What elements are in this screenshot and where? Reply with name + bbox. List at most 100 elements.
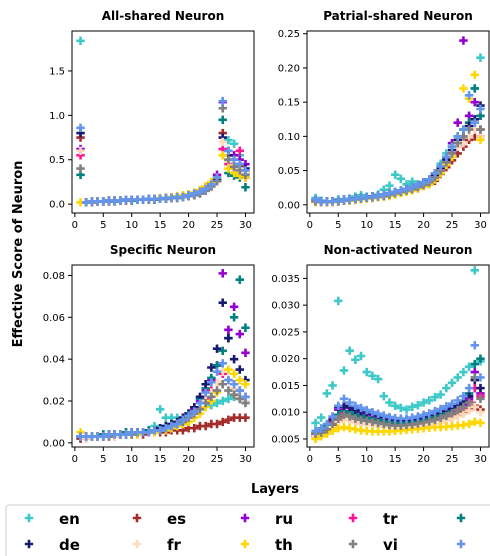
legend-label: th	[275, 536, 293, 554]
data-point-es	[190, 423, 199, 433]
data-point-pt	[373, 409, 383, 419]
legend-item-es: es	[132, 510, 186, 528]
data-point-pt	[402, 184, 411, 194]
legend-item-de: de	[24, 536, 80, 554]
data-point-pt	[201, 184, 210, 194]
data-point-pt	[476, 373, 485, 382]
x-tick-label: 5	[100, 220, 106, 231]
data-point-pt	[425, 175, 434, 184]
x-tick-label: 10	[125, 220, 138, 231]
data-point-en	[212, 398, 222, 408]
data-point-en	[322, 389, 332, 398]
data-point-pt	[328, 412, 337, 421]
subplot-title: All-shared Neuron	[102, 9, 225, 23]
x-tick-label: 10	[360, 454, 373, 465]
legend-label: tr	[383, 510, 398, 528]
x-tick-label: 15	[389, 454, 402, 465]
data-point-fr	[76, 146, 85, 156]
legend: en es ru tr zh de fr th vi pt	[5, 504, 490, 556]
y-tick-label: 0.06	[43, 313, 65, 324]
data-point-vi	[235, 394, 244, 404]
x-tick-label: 10	[125, 454, 138, 465]
data-point-vi	[76, 164, 85, 173]
data-point-pt	[144, 428, 153, 437]
x-tick-label: 25	[211, 220, 224, 231]
data-point-pt	[447, 142, 457, 151]
y-tick-label: 0.25	[278, 29, 300, 40]
x-tick-label: 15	[154, 454, 167, 465]
data-point-zh	[235, 275, 244, 284]
data-point-en	[351, 355, 360, 364]
legend-label: en	[59, 510, 80, 528]
data-point-ru	[218, 269, 227, 278]
data-point-vi	[345, 412, 354, 421]
x-tick-label: 30	[239, 454, 252, 465]
data-point-pt	[311, 426, 320, 436]
data-point-pt	[470, 118, 479, 127]
data-point-pt	[235, 386, 244, 395]
data-point-en	[368, 371, 377, 381]
x-tick-label: 30	[239, 220, 252, 231]
legend-label: de	[59, 536, 80, 554]
data-point-pt	[195, 398, 205, 408]
data-point-ru	[459, 36, 468, 45]
x-tick-label: 15	[389, 220, 402, 231]
y-tick-label: 0.02	[43, 396, 65, 407]
data-point-pt	[121, 430, 131, 439]
legend-marker	[24, 539, 34, 549]
x-tick-label: 5	[335, 220, 341, 231]
data-point-pt	[362, 405, 371, 415]
data-point-de	[207, 363, 216, 372]
data-point-zh	[476, 354, 485, 363]
subplot-title: Non-activated Neuron	[324, 243, 473, 257]
data-point-pt	[453, 396, 462, 405]
y-tick-label: 0.15	[278, 98, 300, 109]
y-tick-label: 0.08	[43, 271, 65, 282]
legend-box	[5, 504, 490, 556]
data-point-en	[390, 170, 400, 179]
data-point-pt	[184, 411, 193, 420]
x-tick-label: 0	[72, 220, 78, 231]
data-point-pt	[476, 104, 485, 114]
data-point-th	[459, 84, 468, 93]
data-point-pt	[413, 412, 423, 421]
data-point-pt	[408, 182, 417, 192]
data-point-pt	[167, 421, 176, 431]
data-point-vi	[430, 415, 440, 424]
data-point-vi	[218, 380, 227, 389]
data-point-pt	[464, 91, 474, 100]
x-tick-label: 5	[100, 454, 106, 465]
data-point-pt	[436, 162, 445, 171]
data-point-en	[317, 413, 326, 422]
subplot-title: Patrial-shared Neuron	[323, 9, 473, 23]
data-point-fr	[470, 402, 479, 412]
data-point-pt	[345, 398, 354, 407]
data-point-pt	[442, 152, 451, 162]
data-point-en	[356, 351, 366, 361]
data-point-en	[470, 266, 479, 275]
data-point-th	[241, 380, 250, 389]
data-point-pt	[224, 146, 233, 156]
y-tick-label: 0.015	[271, 381, 300, 392]
legend-item-zh: zh	[456, 513, 466, 523]
data-point-ru	[241, 348, 250, 358]
data-point-pt	[212, 173, 222, 182]
y-tick-label: 0.005	[271, 434, 300, 445]
data-point-pt	[413, 180, 423, 190]
y-tick-label: 1.5	[49, 66, 65, 77]
data-point-vi	[339, 410, 349, 420]
data-point-vi	[334, 414, 343, 423]
data-point-vi	[224, 386, 233, 395]
data-point-de	[218, 298, 227, 307]
subplot-3: Specific Neuron 0 5 10 15 20 25 30 0.00 0.02 0.04 0…	[43, 243, 255, 465]
data-point-de	[476, 383, 485, 393]
axes-frame	[71, 264, 255, 448]
data-points	[311, 36, 485, 207]
data-point-en	[224, 136, 233, 145]
data-point-en	[447, 378, 457, 387]
data-point-pt	[201, 388, 210, 397]
data-point-en	[373, 374, 383, 384]
y-tick-label: 0.05	[278, 166, 300, 177]
x-tick-label: 0	[307, 220, 313, 231]
